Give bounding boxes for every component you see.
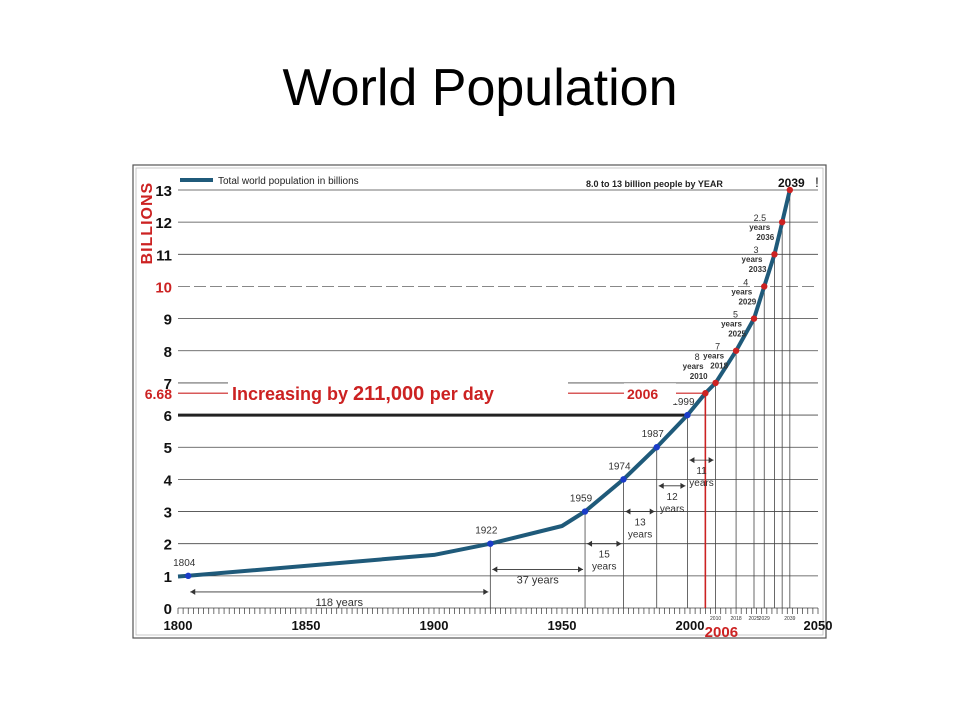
series-layer [177, 186, 794, 580]
y-tick-label: 6 [164, 408, 172, 425]
y-axis-label: BILLIONS [139, 182, 156, 265]
projection-mark: ! [815, 174, 819, 190]
projection-unit: years [721, 319, 742, 328]
projection-year: 2036 [756, 233, 774, 242]
interval-label-unit: years [689, 478, 713, 489]
milestone-year-label: 1987 [642, 429, 665, 440]
label-layer: 1804192219591974198719998years20107years… [145, 174, 819, 641]
interval-label-unit: years [628, 530, 652, 541]
milestone-year-label: 1974 [608, 461, 631, 472]
x-small-year-label: 2029 [759, 616, 770, 622]
projection-num: 3 [753, 245, 758, 255]
milestone-marker [487, 540, 494, 547]
slide-title: World Population [282, 59, 678, 117]
interval-label-unit: years [660, 504, 684, 515]
projection-num: 2.5 [754, 213, 767, 223]
projection-num: 4 [743, 277, 748, 287]
interval-label-num: 13 [635, 518, 647, 529]
projection-unit: years [742, 255, 763, 264]
milestone-year-label: 1999 [672, 397, 695, 408]
projection-num: 5 [733, 309, 738, 319]
milestone-marker [732, 347, 740, 354]
x-tick-label: 2000 [676, 618, 705, 633]
x-tick-label: 1850 [292, 618, 321, 633]
current-year-label: 2006 [627, 386, 658, 402]
x-small-year-label: 2010 [710, 616, 721, 622]
projection-unit: years [749, 223, 770, 232]
interval-label-num: 15 [599, 550, 611, 561]
x-small-year-label: 2025 [748, 616, 759, 622]
projection-year: 2029 [738, 297, 756, 306]
interval-label: 37 years [517, 574, 560, 586]
milestone-marker [771, 251, 778, 258]
y-tick-label: 9 [164, 312, 172, 329]
y-tick-label: 11 [156, 247, 172, 264]
milestone-marker [185, 572, 192, 580]
milestone-marker [653, 444, 660, 451]
projection-unit: years [683, 362, 704, 371]
x-tick-label: 1900 [420, 618, 449, 633]
interval-label-num: 11 [696, 466, 707, 477]
y-tick-label: 4 [164, 472, 173, 489]
interval-label-num: 12 [667, 492, 679, 503]
x-tick-label: 1950 [548, 618, 577, 633]
milestone-marker [786, 186, 794, 194]
x-tick-label: 2050 [804, 618, 833, 633]
current-year-bg [624, 383, 676, 404]
y-tick-label: 12 [155, 215, 172, 232]
y-tick-label: 3 [164, 505, 172, 522]
milestone-marker [620, 476, 627, 483]
x-tick-label: 1800 [164, 618, 193, 633]
chart-inner-frame [135, 167, 824, 636]
y-tick-label: 7 [164, 376, 172, 393]
y-tick-label: 2 [164, 537, 172, 554]
milestone-marker [778, 218, 786, 226]
projection-year: 2025 [728, 329, 746, 338]
current-value-label: 6.68 [145, 386, 172, 402]
projection-unit: years [703, 352, 724, 361]
y-tick-label: 5 [164, 440, 172, 457]
milestone-marker [581, 508, 589, 515]
x-small-year-label: 2039 [784, 616, 795, 622]
bottom-year-label: 2006 [705, 624, 738, 641]
projection-text: 8.0 to 13 billion people by YEAR [586, 179, 723, 189]
milestone-year-label: 1959 [570, 494, 593, 505]
milestone-marker [712, 379, 719, 387]
headline-suffix: per day [430, 384, 494, 404]
milestone-year-label: 1922 [475, 526, 498, 537]
legend-label: Total world population in billions [218, 176, 359, 187]
headline-bg [228, 381, 568, 406]
milestone-marker [684, 411, 691, 419]
projection-year: 2018 [710, 362, 728, 371]
projection-num: 8 [695, 352, 700, 362]
y-tick-label: 10 [155, 279, 172, 296]
y-tick-label: 8 [164, 344, 172, 361]
headline-number: 211,000 [353, 383, 430, 405]
y-tick-label: 1 [164, 569, 172, 586]
interval-arrowheads [689, 457, 714, 464]
y-tick-label: 13 [155, 183, 172, 200]
milestone-year-label: 1804 [173, 558, 196, 569]
interval-label: 118 years [316, 597, 364, 609]
projection-year: 2010 [690, 372, 708, 381]
projection-year-label: 2039 [778, 176, 805, 190]
projection-unit: years [731, 287, 752, 296]
projection-year: 2033 [749, 265, 767, 274]
headline-text: Increasing by 211,000 per day [232, 383, 494, 405]
milestone-marker [761, 283, 768, 290]
y-tick-label: 0 [164, 601, 172, 618]
milestone-marker [750, 315, 758, 322]
interval-label-unit: years [592, 562, 616, 573]
x-small-year-label: 2018 [731, 616, 742, 622]
headline-prefix: Increasing by [232, 384, 353, 404]
projection-num: 7 [715, 342, 720, 352]
